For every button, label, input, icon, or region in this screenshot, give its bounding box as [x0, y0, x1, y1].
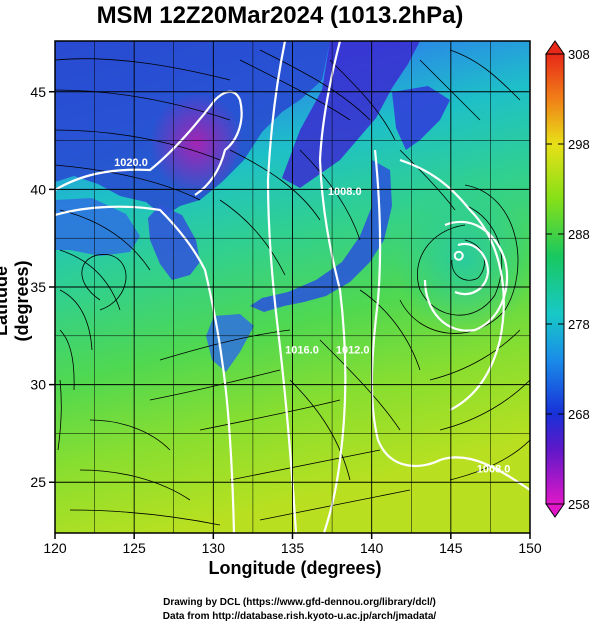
x-tick-label-125: 125	[122, 540, 146, 556]
y-tick-label-35: 35	[30, 279, 46, 295]
colorbar-max-arrow	[545, 40, 565, 55]
wind-streamlines	[55, 49, 530, 526]
lat-lon-grid	[55, 41, 530, 533]
colorbar-label-258: 258	[568, 497, 590, 512]
y-tick-label-30: 30	[30, 377, 46, 393]
colorbar-label-288: 288	[568, 227, 590, 242]
isobar-label-3: 1012.0	[336, 344, 370, 356]
x-tick-label-130: 130	[202, 540, 226, 556]
x-tick-label-145: 145	[439, 540, 463, 556]
colorbar-min-arrow	[545, 503, 565, 518]
primorye-sakhalin	[282, 41, 420, 188]
isobars	[55, 41, 530, 533]
isobar-label-2: 1016.0	[285, 344, 319, 356]
colorbar-label-298: 298	[568, 137, 590, 152]
colorbar-label-278: 278	[568, 317, 590, 332]
credit-data-source: Data from http://database.rish.kyoto‐u.a…	[162, 611, 437, 622]
shandong-region	[55, 198, 140, 256]
map-title: MSM 12Z20Mar2024 (1013.2hPa)	[96, 2, 464, 29]
colorbar-label-308: 308	[568, 47, 590, 62]
map-panel	[55, 41, 530, 533]
y-tick-label-40: 40	[30, 181, 46, 197]
low-center-marker	[453, 250, 464, 261]
x-tick-label-150: 150	[518, 540, 542, 556]
low-pressure-warm-core	[395, 185, 530, 335]
isobar-label-1: 1008.0	[328, 186, 362, 198]
hokkaido	[392, 86, 450, 150]
axis-ticks: 120 125 130 135 140 145 150 25 30 35 40 45	[30, 84, 541, 556]
y-tick-label-45: 45	[30, 84, 46, 100]
manchuria-cold-region	[150, 93, 244, 194]
colorbar-label-268: 268	[568, 407, 590, 422]
x-tick-label-135: 135	[281, 540, 305, 556]
colorbar: 258 268 278 288 298 308	[545, 40, 590, 518]
isobar-labels: 1020.0 1008.0 1016.0 1012.0 1008.0	[114, 157, 510, 476]
x-axis-title: Longitude (degrees)	[208, 558, 382, 578]
y-tick-label-25: 25	[30, 474, 46, 490]
isobar-label-4: 1008.0	[477, 463, 511, 475]
x-tick-label-140: 140	[360, 540, 384, 556]
honshu	[250, 160, 392, 312]
isobar-label-0: 1020.0	[114, 157, 148, 169]
colorbar-scale	[545, 53, 565, 505]
colorbar-ticks: 258 268 278 288 298 308	[546, 47, 590, 512]
y-axis-title: Latitude (degrees)	[0, 260, 32, 342]
x-tick-label-120: 120	[43, 540, 67, 556]
low-pressure-center	[453, 250, 464, 261]
credit-drawing: Drawing by DCL (https://www.gfd‐dennou.o…	[163, 597, 436, 608]
